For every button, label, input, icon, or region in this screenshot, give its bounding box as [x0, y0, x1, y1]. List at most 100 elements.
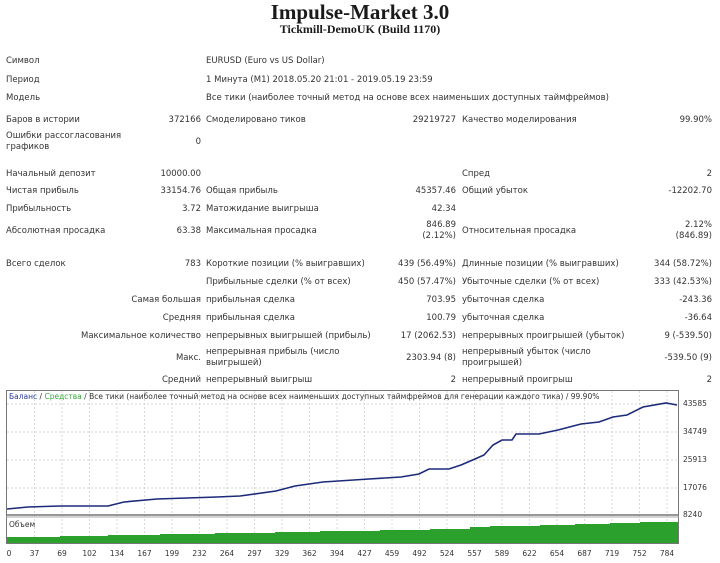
- y-label-43585: 43585: [683, 399, 707, 408]
- x-label: 524: [439, 549, 455, 558]
- max-cons-wins-value: 17 (2062.53): [400, 331, 456, 341]
- max-cons-loss-value: -539.50 (9): [664, 353, 712, 363]
- avg-cons-wins-label: непрерывный выигрыш: [206, 375, 313, 385]
- total-trades-value: 783: [184, 259, 201, 269]
- avg-cons-losses-label: непрерывный проигрыш: [462, 375, 573, 385]
- x-label: 102: [82, 549, 97, 558]
- x-label: 394: [329, 549, 345, 558]
- chart-grid: [7, 391, 678, 543]
- x-label: 719: [604, 549, 620, 558]
- spread-label: Спред: [462, 169, 490, 179]
- y-label-34749: 34749: [683, 427, 707, 436]
- largest-profit-label: прибыльная сделка: [206, 295, 296, 305]
- total-trades-label: Всего сделок: [6, 259, 66, 269]
- errors-label-1: Ошибки рассогласования: [6, 131, 122, 141]
- x-label: 427: [357, 549, 372, 558]
- ticks-label: Смоделировано тиков: [206, 115, 306, 125]
- avg-cons-label: Средний: [161, 375, 201, 385]
- period-label: Период: [6, 75, 40, 85]
- legend-description: / Все тики (наиболее точный метод на осн…: [81, 392, 600, 401]
- max-cons-profit-label-2: выигрышей): [206, 358, 262, 368]
- largest-loss-label: убыточная сделка: [462, 295, 545, 305]
- x-label: 264: [219, 549, 235, 558]
- x-label: 459: [384, 549, 400, 558]
- rel-dd-value-1: 2.12%: [684, 220, 712, 230]
- max-cons-profit-value: 2303.94 (8): [406, 353, 456, 363]
- gross-loss-value: -12202.70: [668, 186, 712, 196]
- gross-profit-label: Общая прибыль: [206, 186, 278, 196]
- model-value: Все тики (наиболее точный метод на основ…: [206, 93, 609, 103]
- max-cons-wins-label: непрерывных выигрышей (прибыль): [206, 331, 371, 341]
- x-label: 167: [137, 549, 152, 558]
- symbol-label: Символ: [6, 56, 40, 66]
- abs-dd-value: 63.38: [176, 226, 201, 236]
- y-label-17076: 17076: [683, 483, 707, 492]
- errors-value: 0: [195, 137, 201, 147]
- x-label: 492: [412, 549, 427, 558]
- balance-line: [6, 402, 678, 510]
- gross-profit-value: 45357.46: [415, 186, 456, 196]
- max-cons-losses-value: 9 (-539.50): [664, 331, 712, 341]
- x-label: 199: [164, 549, 180, 558]
- x-label: 589: [494, 549, 510, 558]
- x-label: 329: [274, 549, 290, 558]
- bars-label: Баров в истории: [6, 115, 80, 125]
- model-label: Модель: [6, 93, 41, 103]
- expected-payoff-label: Матожидание выигрыша: [206, 204, 319, 214]
- balance-chart: [6, 390, 679, 544]
- average-label: Средняя: [162, 313, 201, 323]
- volume-area: [7, 522, 678, 543]
- max-dd-label: Максимальная просадка: [206, 226, 317, 236]
- x-label: 232: [192, 549, 207, 558]
- deposit-label: Начальный депозит: [6, 169, 96, 179]
- quality-value: 99.90%: [679, 115, 712, 125]
- avg-profit-label: прибыльная сделка: [206, 313, 296, 323]
- avg-loss-label: убыточная сделка: [462, 313, 545, 323]
- max-cons-losses-label: непрерывных проигрышей (убыток): [462, 331, 625, 341]
- legend-equity: Средства: [44, 392, 82, 401]
- x-label: 0: [6, 549, 12, 558]
- largest-loss-value: -243.36: [679, 295, 712, 305]
- gross-loss-label: Общий убыток: [462, 186, 528, 196]
- max-cons-loss-label-2: проигрышей): [462, 358, 523, 368]
- x-label: 752: [632, 549, 647, 558]
- period-value: 1 Минута (M1) 2018.05.20 21:01 - 2019.05…: [206, 75, 433, 85]
- ticks-value: 29219727: [412, 115, 456, 125]
- x-label: 687: [577, 549, 592, 558]
- x-label: 654: [549, 549, 565, 558]
- x-label: 784: [659, 549, 675, 558]
- net-profit-value: 33154.76: [160, 186, 201, 196]
- max-cons-profit-label-1: непрерывная прибыль (число: [206, 347, 340, 357]
- max-count-label: Максимальное количество: [80, 331, 201, 341]
- symbol-value: EURUSD (Euro vs US Dollar): [206, 56, 325, 66]
- rel-dd-value-2: (846.89): [675, 231, 712, 241]
- profit-trades-value: 450 (57.47%): [398, 277, 456, 287]
- avg-loss-value: -36.64: [684, 313, 712, 323]
- errors-label-2: графиков: [6, 142, 50, 152]
- legend-separator: /: [37, 392, 45, 401]
- y-label-8240: 8240: [683, 510, 703, 519]
- abs-dd-label: Абсолютная просадка: [6, 226, 106, 236]
- max-label: Макс.: [175, 353, 201, 363]
- loss-trades-value: 333 (42.53%): [654, 277, 712, 287]
- x-label: 557: [467, 549, 482, 558]
- loss-trades-label: Убыточные сделки (% от всех): [462, 277, 600, 287]
- largest-profit-value: 703.95: [426, 295, 456, 305]
- y-label-25913: 25913: [683, 455, 707, 464]
- quality-label: Качество моделирования: [462, 115, 577, 125]
- rel-dd-label: Относительная просадка: [462, 226, 577, 236]
- volume-label: Объем: [9, 520, 36, 529]
- legend-balance: Баланс: [9, 392, 38, 401]
- largest-label: Самая большая: [131, 295, 201, 305]
- chart-caption: Баланс / Средства / Все тики (наиболее т…: [9, 392, 599, 401]
- max-dd-value-1: 846.89: [426, 220, 456, 230]
- avg-profit-value: 100.79: [426, 313, 456, 323]
- profit-trades-label: Прибыльные сделки (% от всех): [206, 277, 351, 287]
- avg-cons-wins-value: 2: [450, 375, 456, 385]
- x-label: 297: [247, 549, 262, 558]
- avg-cons-losses-value: 2: [706, 375, 712, 385]
- long-value: 344 (58.72%): [654, 259, 712, 269]
- x-label: 134: [109, 549, 125, 558]
- x-label: 37: [29, 549, 40, 558]
